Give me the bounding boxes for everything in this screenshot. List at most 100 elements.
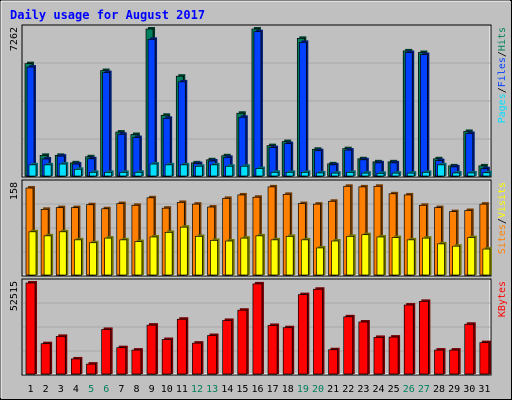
bar-kbytes	[373, 337, 384, 375]
legend-item-visits: Visits	[497, 182, 508, 218]
bar-sites	[467, 237, 476, 276]
bar-kbytes	[464, 323, 475, 375]
bar-files	[404, 52, 413, 177]
x-tick-label: 21	[327, 384, 339, 395]
bar-files	[117, 133, 126, 177]
bar-pages	[361, 172, 370, 177]
bar-pages	[452, 172, 460, 177]
bar-sites	[331, 240, 339, 276]
bar-kbytes	[267, 325, 278, 375]
bar-sites	[164, 232, 173, 276]
bar-pages	[195, 165, 203, 177]
bar-sites	[482, 248, 491, 276]
x-tick-label: 17	[267, 384, 279, 395]
bar-files	[102, 72, 110, 177]
bar-files	[298, 42, 307, 177]
bar-kbytes	[343, 316, 354, 375]
bar-sites	[195, 236, 203, 276]
bar-files	[420, 54, 428, 177]
bar-kbytes	[419, 301, 429, 375]
bar-pages	[346, 172, 355, 177]
bar-kbytes	[101, 329, 111, 375]
x-tick-label: 26	[403, 384, 415, 395]
x-tick-label: 31	[478, 384, 490, 395]
chart-title: Daily usage for August 2017	[10, 8, 205, 22]
bar-kbytes	[328, 349, 338, 375]
y-max-label: 7262	[9, 27, 20, 51]
x-tick-label: 13	[206, 384, 218, 395]
legend-item-hits: Hits	[497, 27, 508, 51]
bar-pages	[376, 173, 385, 177]
bar-pages	[300, 172, 309, 177]
bar-kbytes	[222, 320, 233, 375]
bar-pages	[89, 172, 97, 177]
x-tick-label: 7	[118, 384, 124, 395]
x-tick-label: 10	[161, 384, 173, 395]
bar-kbytes	[192, 342, 202, 375]
bar-pages	[119, 172, 128, 177]
plot-area: 726215852515Pages/Files/HitsSites/Visits…	[9, 27, 508, 395]
legend-item-files: Files	[497, 57, 508, 87]
x-tick-label: 16	[251, 384, 263, 395]
side-legend: Pages/Files/Hits	[497, 27, 508, 123]
bar-files	[132, 137, 141, 177]
x-tick-label: 3	[58, 384, 64, 395]
side-legend: Sites/Visits	[497, 182, 508, 254]
bar-pages	[210, 164, 218, 177]
bar-pages	[43, 164, 52, 177]
bar-pages	[422, 172, 430, 177]
bar-files	[177, 81, 186, 177]
y-max-label: 158	[9, 182, 20, 200]
x-tick-label: 22	[342, 384, 354, 395]
x-tick-label: 20	[312, 384, 324, 395]
x-tick-label: 18	[282, 384, 294, 395]
bar-pages	[240, 165, 249, 177]
x-tick-label: 29	[448, 384, 460, 395]
bar-pages	[467, 172, 476, 177]
bar-pages	[316, 172, 324, 177]
bar-sites	[74, 239, 82, 276]
bar-kbytes	[131, 349, 142, 375]
bar-kbytes	[86, 363, 96, 375]
bar-kbytes	[146, 324, 157, 375]
bar-sites	[119, 239, 128, 276]
bar-pages	[331, 172, 339, 177]
bar-sites	[361, 234, 370, 276]
bar-pages	[285, 172, 294, 177]
bar-kbytes	[207, 335, 217, 375]
bar-files	[465, 133, 474, 177]
bar-pages	[270, 172, 279, 177]
bar-pages	[134, 172, 143, 177]
bar-sites	[376, 236, 385, 276]
bar-kbytes	[116, 347, 127, 375]
bar-sites	[104, 237, 112, 276]
bar-kbytes	[449, 349, 459, 375]
bar-kbytes	[25, 282, 36, 375]
x-tick-label: 12	[191, 384, 203, 395]
bar-pages	[406, 172, 415, 177]
x-tick-label: 24	[373, 384, 385, 395]
bar-pages	[58, 163, 67, 177]
bar-pages	[104, 172, 112, 177]
legend-separator: /	[497, 218, 508, 224]
x-tick-label: 30	[463, 384, 475, 395]
bar-kbytes	[40, 343, 51, 375]
x-tick-label: 1	[28, 384, 34, 395]
x-tick-label: 6	[103, 384, 109, 395]
x-tick-label: 14	[221, 384, 233, 395]
x-tick-label: 4	[73, 384, 79, 395]
side-legend: KBytes	[497, 281, 508, 317]
bar-kbytes	[161, 339, 172, 375]
bar-files	[147, 39, 156, 177]
bar-files	[26, 66, 35, 177]
bar-sites	[43, 235, 52, 276]
bar-pages	[225, 165, 234, 177]
bar-pages	[179, 164, 188, 177]
bar-files	[253, 31, 262, 177]
bar-pages	[255, 168, 264, 177]
bar-kbytes	[55, 336, 66, 375]
bar-kbytes	[479, 342, 490, 375]
x-tick-label: 28	[433, 384, 445, 395]
bar-sites	[28, 231, 37, 276]
